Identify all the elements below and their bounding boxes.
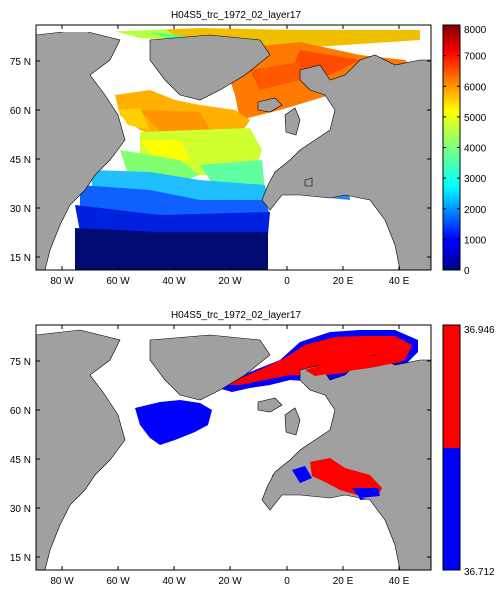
chart1-y-tick-label: 15 N xyxy=(10,253,31,264)
chart2-x-tick-label: 40 W xyxy=(162,576,186,587)
chart1-x-tick-label: 0 xyxy=(284,276,290,287)
chart2-x-axis: 80 W 60 W 40 W 20 W 0 20 E 40 E xyxy=(50,325,410,587)
chart2-x-tick-label: 20 W xyxy=(218,576,242,587)
chart2-x-tick-label: 80 W xyxy=(50,576,74,587)
chart1-colorbar-tick-label: 3000 xyxy=(464,174,487,185)
chart1-title: H04S5_trc_1972_02_layer17 xyxy=(171,10,302,21)
chart1-colorbar-tick-label: 0 xyxy=(464,266,470,277)
chart2-title: H04S5_trc_1972_02_layer17 xyxy=(171,310,302,321)
chart2-field-overlay xyxy=(292,350,410,498)
chart1-x-tick-label: 40 W xyxy=(162,276,186,287)
chart1-y-axis: 75 N 60 N 45 N 30 N 15 N xyxy=(10,57,431,264)
chart1-colorbar-tick-label: 7000 xyxy=(464,52,487,63)
chart1-land xyxy=(36,29,431,270)
chart2-colorbar-red xyxy=(443,325,460,448)
chart2-land xyxy=(36,329,431,570)
chart2-x-tick-label: 60 W xyxy=(106,576,130,587)
chart1-x-tick-label: 60 W xyxy=(106,276,130,287)
chart1-colorbar-tick-label: 5000 xyxy=(464,113,487,124)
chart2-y-tick-label: 60 N xyxy=(10,406,31,417)
chart1-x-axis: 80 W 60 W 40 W 20 W 0 20 E 40 E xyxy=(50,25,410,287)
chart2-y-tick-label: 75 N xyxy=(10,357,31,368)
chart2-x-tick-label: 20 E xyxy=(333,576,354,587)
chart2-colorbar-max-label: 36.946 xyxy=(464,325,495,336)
chart2-y-tick-label: 15 N xyxy=(10,553,31,564)
chart1-x-tick-label: 80 W xyxy=(50,276,74,287)
chart1-map xyxy=(36,25,431,270)
chart1-colorbar-tick-label: 1000 xyxy=(464,235,487,246)
chart2-y-axis: 75 N 60 N 45 N 30 N 15 N xyxy=(10,357,431,564)
chart2-x-tick-label: 0 xyxy=(284,576,290,587)
chart1-colorbar-tick-label: 4000 xyxy=(464,144,487,155)
chart1-colorbar-tick-label: 8000 xyxy=(464,25,487,36)
chart2-map xyxy=(36,325,431,570)
chart1-x-tick-label: 40 E xyxy=(389,276,410,287)
chart1-y-tick-label: 45 N xyxy=(10,155,31,166)
chart1-frame xyxy=(35,24,432,271)
panel-1: H04S5_trc_1972_02_layer17 xyxy=(10,10,487,287)
chart1-y-tick-label: 75 N xyxy=(10,57,31,68)
chart2-frame xyxy=(35,324,432,571)
panel-2: H04S5_trc_1972_02_layer17 xyxy=(10,310,495,587)
chart1-y-tick-label: 30 N xyxy=(10,204,31,215)
chart1-colorbar-tick-label: 6000 xyxy=(464,82,487,93)
chart2-y-tick-label: 30 N xyxy=(10,504,31,515)
chart2-y-tick-label: 45 N xyxy=(10,455,31,466)
chart1-x-tick-label: 20 W xyxy=(218,276,242,287)
chart2-colorbar-min-label: 36.712 xyxy=(464,567,495,578)
chart2-x-tick-label: 40 E xyxy=(389,576,410,587)
chart2-colorbar-blue xyxy=(443,448,460,570)
chart1-y-tick-label: 60 N xyxy=(10,106,31,117)
chart2-colorbar: 36.946 36.712 xyxy=(442,324,495,578)
chart1-colorbar-tick-label: 2000 xyxy=(464,205,487,216)
chart1-x-tick-label: 20 E xyxy=(333,276,354,287)
chart1-colorbar: 8000 7000 6000 5000 4000 3000 2000 1000 0 xyxy=(442,24,487,277)
